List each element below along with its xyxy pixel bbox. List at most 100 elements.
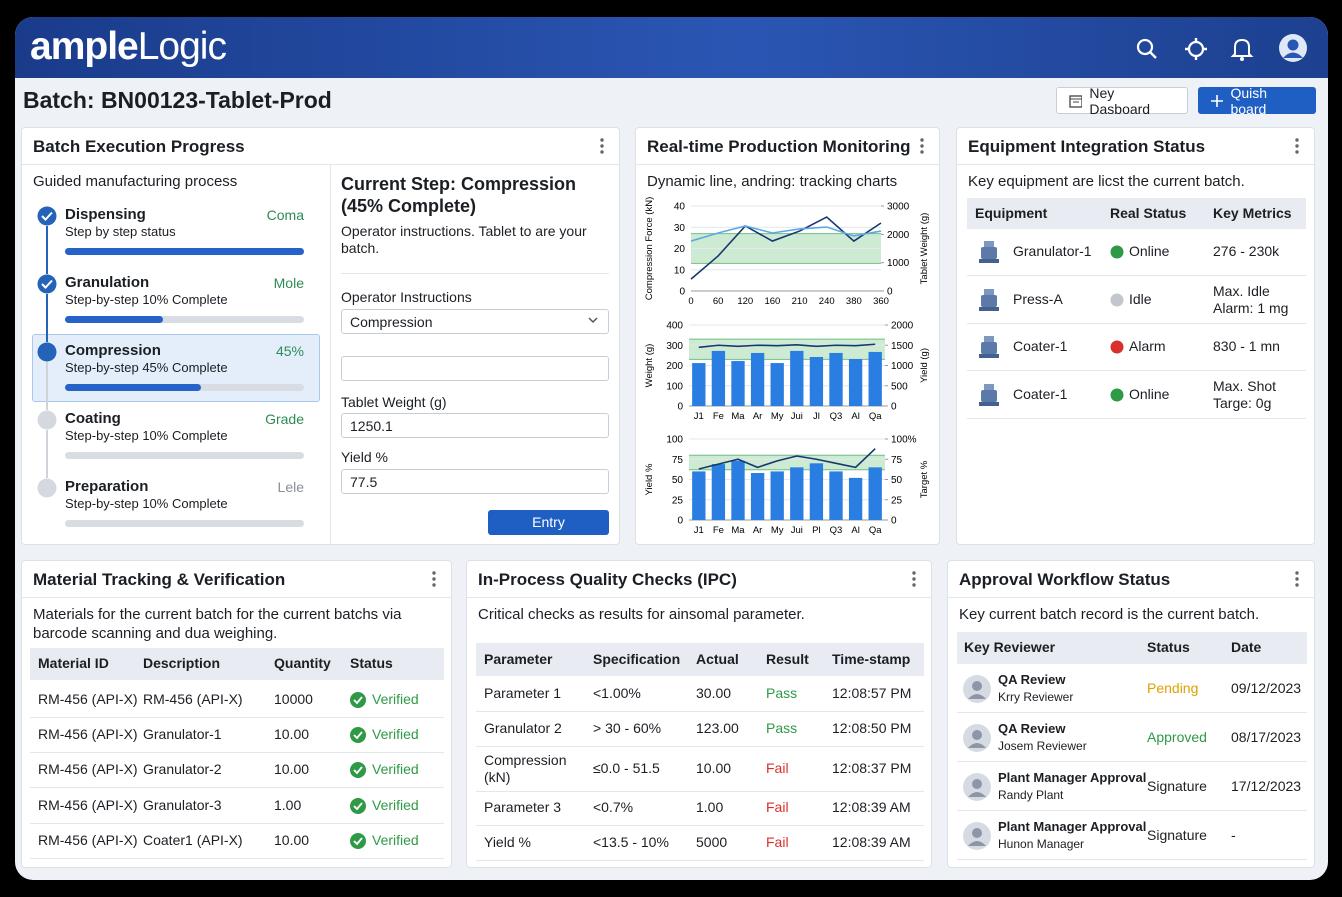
y2-tick-label: 25 <box>891 495 903 506</box>
column-header: Result <box>766 650 809 667</box>
avatar-head <box>972 828 982 838</box>
row-separator <box>30 717 444 718</box>
icon-base <box>979 259 999 263</box>
step-indicator <box>37 478 57 498</box>
reviewer-role: Plant Manager Approval <box>998 819 1147 834</box>
step-tag: Grade <box>265 411 304 427</box>
notification-icon[interactable] <box>1228 35 1256 63</box>
batch-title: Batch: BN00123-Tablet-Prod <box>23 87 332 113</box>
x-tick-label: Jui <box>791 411 803 422</box>
panel-menu[interactable] <box>919 138 925 154</box>
panel-subtitle: Critical checks as results for ainsomal … <box>478 606 805 623</box>
equipment-icon <box>979 288 999 311</box>
menu-dot <box>912 571 916 575</box>
menu-dot <box>1295 583 1299 587</box>
ipc-cell: 12:08:37 PM <box>832 760 912 776</box>
settings-icon[interactable] <box>1182 35 1210 63</box>
y2-tick-label: 1500 <box>891 341 914 352</box>
x-tick-label: 60 <box>713 296 724 307</box>
empty-input[interactable] <box>341 356 609 381</box>
panel-header: In-Process Quality Checks (IPC) <box>467 561 931 598</box>
avatar-head <box>972 730 982 740</box>
ipc-cell: <0.7% <box>593 799 634 815</box>
progress-fill <box>65 384 202 391</box>
row-separator <box>957 712 1307 713</box>
column-header: Status <box>1147 639 1190 655</box>
entry-button[interactable]: Entry <box>488 510 609 535</box>
step-indicator <box>37 410 57 430</box>
menu-dot <box>600 144 604 148</box>
check-mark <box>353 766 363 775</box>
panel-subtitle: Materials for the current batch for the … <box>33 606 402 642</box>
x-tick-label: My <box>771 411 784 422</box>
y2-tick-label: 0 <box>887 287 893 298</box>
y-axis-label: Compression Force (kN) <box>644 197 655 300</box>
panel-subtitle: Guided manufacturing process <box>33 173 238 190</box>
quick-board-button[interactable]: Quish board <box>1198 84 1316 117</box>
field-label: Operator Instructions <box>341 289 472 305</box>
weight-input[interactable]: 1250.1 <box>341 413 609 438</box>
x-tick-label: 210 <box>792 296 808 307</box>
ipc-cell: 12:08:57 PM <box>832 685 912 701</box>
table-header <box>30 648 444 680</box>
row-separator <box>957 810 1307 811</box>
reviewer-name: Josem Reviewer <box>998 739 1087 753</box>
check-mark <box>353 802 363 810</box>
bar <box>750 473 765 520</box>
column-header: Key Metrics <box>1213 204 1292 221</box>
icon-body <box>981 247 997 259</box>
top-bar: ampleLogic <box>15 17 1328 78</box>
row-separator <box>967 275 1306 276</box>
row-separator <box>30 857 444 859</box>
material-cell: RM-456 (API-X) <box>38 761 138 778</box>
material-panel: Material Tracking & Verification Materia… <box>21 560 452 868</box>
column-header: Specification <box>593 650 681 667</box>
avatar-body <box>968 792 986 797</box>
button-label: Quish board <box>1230 84 1268 117</box>
y-tick-label: 30 <box>674 223 686 234</box>
menu-dot <box>432 571 436 575</box>
y2-tick-label: 75 <box>891 455 903 466</box>
material-status: Verified <box>372 691 419 707</box>
panel-menu[interactable] <box>1294 138 1300 154</box>
verified-icon <box>350 832 366 849</box>
panel-subtitle: Key current batch record is the current … <box>959 606 1260 623</box>
step-tag: Lele <box>277 479 304 495</box>
equipment-name: Coater-1 <box>1013 338 1068 355</box>
avatar-head <box>972 779 982 789</box>
reviewer-role: Plant Manager Approval <box>998 770 1147 785</box>
yield-input[interactable]: 77.5 <box>341 469 609 494</box>
bar <box>770 363 784 406</box>
new-dashboard-button[interactable]: Ney Dasboard <box>1056 84 1188 117</box>
y-tick-label: 0 <box>679 287 685 298</box>
check-circle <box>350 797 366 814</box>
column-header: Equipment <box>975 204 1048 221</box>
column-header: Real Status <box>1110 204 1187 221</box>
panel-title: Batch Execution Progress <box>33 137 245 156</box>
column-header: Status <box>350 655 393 671</box>
bar <box>809 463 824 520</box>
x-tick-label: Qa <box>869 525 882 536</box>
user-avatar[interactable] <box>1278 33 1308 63</box>
material-status: Verified <box>372 726 419 743</box>
panel-title: Material Tracking & Verification <box>33 570 286 589</box>
panel-menu[interactable] <box>911 571 917 587</box>
material-cell: Coater1 (API-X) <box>143 831 243 848</box>
y2-tick-label: 50 <box>891 475 903 486</box>
panel-menu[interactable] <box>1294 571 1300 587</box>
ipc-cell: > 30 - 60% <box>593 720 662 736</box>
material-cell: 10.00 <box>274 761 310 778</box>
button-label: Ney Dasboard <box>1089 84 1151 117</box>
instruction-select[interactable]: Compression <box>341 309 609 334</box>
x-tick-label: Al <box>851 411 859 422</box>
panel-menu[interactable] <box>599 138 605 154</box>
search-icon[interactable] <box>1133 35 1161 63</box>
bar <box>750 352 765 406</box>
y-tick-label: 10 <box>674 265 686 276</box>
ipc-cell: Yield % <box>484 834 531 850</box>
bar <box>770 471 784 520</box>
panel-menu[interactable] <box>431 571 437 587</box>
x-tick-label: Ma <box>731 411 745 422</box>
plus-icon <box>1211 94 1223 107</box>
